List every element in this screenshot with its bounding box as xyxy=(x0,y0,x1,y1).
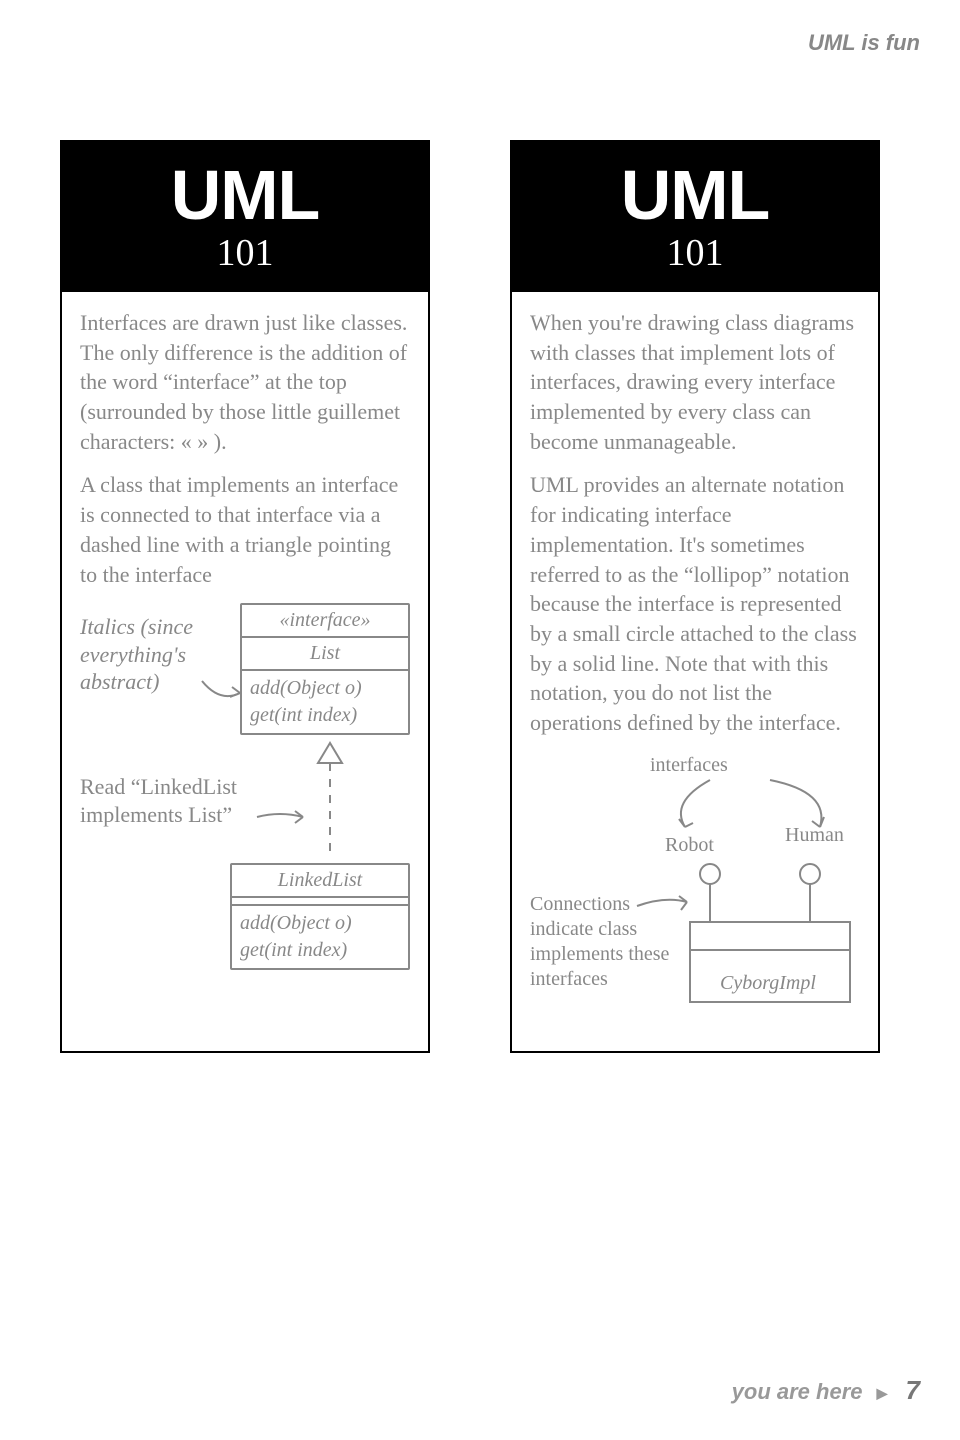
uml-class-empty xyxy=(232,898,408,906)
footer-text: you are here xyxy=(732,1379,863,1404)
card-header-r: UML 101 xyxy=(512,142,878,292)
card-title-r: UML xyxy=(512,160,878,230)
note-read: Read “LinkedList implements List” xyxy=(80,773,280,828)
uml-class-box: LinkedList add(Object o) get(int index) xyxy=(230,863,410,970)
card-right: UML 101 When you're drawing class diagra… xyxy=(510,140,880,1053)
card-body-left: Interfaces are drawn just like classes. … xyxy=(62,292,428,1051)
op1: add(Object o) xyxy=(250,675,400,702)
left-para-2: A class that implements an interface is … xyxy=(80,470,410,589)
left-diagram: Italics (since everything's abstract) «i… xyxy=(80,603,410,1033)
label-human: Human xyxy=(785,822,844,849)
cop1: add(Object o) xyxy=(240,910,400,937)
footer-arrow-icon: ▶ xyxy=(877,1385,888,1402)
right-para-2: UML provides an alternate notation for i… xyxy=(530,470,860,737)
card-header: UML 101 xyxy=(62,142,428,292)
cop2: get(int index) xyxy=(240,937,400,964)
left-para-1: Interfaces are drawn just like classes. … xyxy=(80,308,410,456)
card-body-right: When you're drawing class diagrams with … xyxy=(512,292,878,1050)
note-italics: Italics (since everything's abstract) xyxy=(80,613,220,696)
footer: you are here ▶ 7 xyxy=(732,1375,920,1406)
card-title: UML xyxy=(62,160,428,230)
uml-class-name: LinkedList xyxy=(232,865,408,898)
columns: UML 101 Interfaces are drawn just like c… xyxy=(0,0,960,1053)
uml-interface-name: List xyxy=(242,638,408,671)
card-subtitle: 101 xyxy=(62,234,428,272)
uml-stereotype: «interface» xyxy=(242,605,408,638)
right-para-1: When you're drawing class diagrams with … xyxy=(530,308,860,456)
card-left: UML 101 Interfaces are drawn just like c… xyxy=(60,140,430,1053)
card-subtitle-r: 101 xyxy=(512,234,878,272)
page-number: 7 xyxy=(906,1375,920,1405)
realization-arrow xyxy=(310,723,350,863)
arrow-italics xyxy=(200,673,250,713)
running-head: UML is fun xyxy=(808,30,920,56)
cyborg-name: CyborgImpl xyxy=(720,970,816,997)
arrow-connections xyxy=(635,892,695,922)
uml-interface-box: «interface» List add(Object o) get(int i… xyxy=(240,603,410,735)
uml-class-ops: add(Object o) get(int index) xyxy=(232,906,408,968)
arrow-read xyxy=(255,803,310,833)
right-diagram: interfaces Robot Human xyxy=(530,752,860,1032)
